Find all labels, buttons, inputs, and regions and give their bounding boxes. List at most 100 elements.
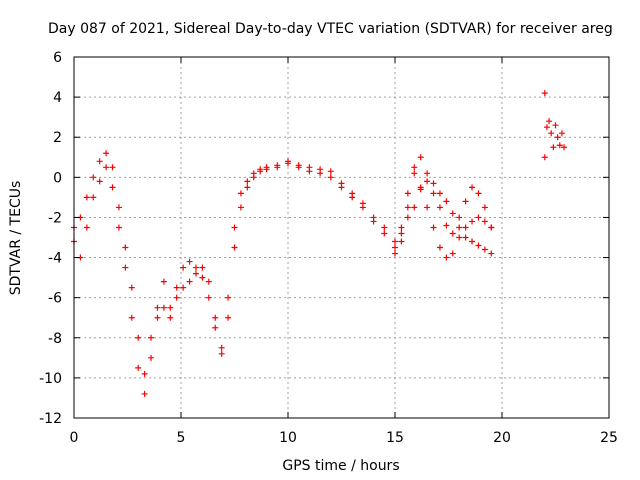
data-point xyxy=(141,370,148,377)
data-point xyxy=(90,174,97,181)
data-point xyxy=(257,166,264,173)
data-point xyxy=(424,170,431,177)
data-point xyxy=(218,344,225,351)
data-point xyxy=(481,204,488,211)
data-point xyxy=(109,164,116,171)
data-point xyxy=(417,154,424,161)
data-point xyxy=(449,210,456,217)
data-point xyxy=(392,250,398,257)
data-point xyxy=(558,130,565,137)
data-point xyxy=(244,178,251,185)
data-point xyxy=(237,204,244,211)
data-point xyxy=(83,224,90,231)
data-point xyxy=(436,190,443,197)
data-point xyxy=(231,244,238,251)
data-point xyxy=(541,90,548,97)
data-point xyxy=(274,162,281,169)
data-point xyxy=(404,190,411,197)
data-point xyxy=(481,218,488,225)
data-point xyxy=(128,314,135,321)
data-point xyxy=(548,130,555,137)
data-point xyxy=(424,204,431,211)
data-point xyxy=(212,314,219,321)
data-point xyxy=(338,180,345,187)
data-point xyxy=(449,230,456,237)
data-point xyxy=(109,184,116,191)
data-point xyxy=(404,204,411,211)
series-trace-c xyxy=(392,178,495,251)
data-point xyxy=(327,174,334,181)
data-point xyxy=(180,284,187,291)
data-point xyxy=(541,154,548,161)
y-tick-label: -10 xyxy=(39,371,62,387)
plot-frame xyxy=(73,56,610,419)
data-point xyxy=(173,294,180,301)
data-point xyxy=(475,214,482,221)
data-point xyxy=(370,214,377,221)
data-point xyxy=(205,294,212,301)
data-point xyxy=(327,168,334,175)
data-point xyxy=(122,264,129,271)
data-point xyxy=(180,264,187,271)
data-point xyxy=(103,164,110,171)
data-point xyxy=(546,118,553,125)
x-axis-label: GPS time / hours xyxy=(282,458,399,474)
data-point xyxy=(96,158,103,165)
data-point xyxy=(192,270,199,277)
data-point xyxy=(411,204,418,211)
data-point xyxy=(237,190,244,197)
data-point xyxy=(443,198,450,205)
data-point xyxy=(205,278,212,285)
data-point xyxy=(488,250,495,257)
data-point xyxy=(411,164,418,171)
data-point xyxy=(436,244,443,251)
data-point xyxy=(469,218,476,225)
data-point xyxy=(475,190,482,197)
data-point xyxy=(469,238,476,245)
series-trace-a xyxy=(71,150,495,397)
data-point xyxy=(317,166,324,173)
series-trace-d xyxy=(541,90,568,161)
data-point xyxy=(398,230,405,237)
data-point xyxy=(443,254,450,261)
data-point xyxy=(430,180,437,187)
series-trace-b xyxy=(71,158,495,377)
y-tick-label: 4 xyxy=(53,90,62,106)
data-point xyxy=(250,170,257,177)
data-point xyxy=(154,314,161,321)
data-point xyxy=(443,222,450,229)
data-point xyxy=(154,304,161,311)
data-point xyxy=(103,150,110,157)
data-point xyxy=(462,224,469,231)
data-point xyxy=(475,242,482,249)
data-point xyxy=(135,364,142,371)
data-point xyxy=(456,214,463,221)
data-point xyxy=(225,294,232,301)
data-point xyxy=(456,224,463,231)
data-point xyxy=(543,124,550,131)
y-tick-label: 6 xyxy=(53,50,62,66)
data-point xyxy=(141,390,148,397)
data-point xyxy=(199,274,206,281)
data-point xyxy=(306,164,313,171)
data-point xyxy=(349,190,356,197)
y-tick-label: 2 xyxy=(53,130,62,146)
y-tick-label: -4 xyxy=(48,251,62,267)
data-point xyxy=(115,224,122,231)
data-point xyxy=(359,200,366,207)
data-point xyxy=(212,324,219,331)
data-point xyxy=(469,184,476,191)
data-point xyxy=(398,238,405,245)
data-point xyxy=(404,214,411,221)
data-point xyxy=(561,144,568,151)
data-point xyxy=(424,178,431,185)
x-tick-labels: 0 5 10 15 20 25 xyxy=(70,430,618,446)
data-point xyxy=(295,162,302,169)
data-point xyxy=(398,224,405,231)
data-point xyxy=(430,190,437,197)
data-point xyxy=(192,264,199,271)
data-point xyxy=(148,334,155,341)
data-point xyxy=(392,244,398,251)
y-tick-label: 0 xyxy=(53,170,62,186)
y-tick-labels: -12 -10 -8 -6 -4 -2 0 2 4 6 xyxy=(39,50,62,427)
